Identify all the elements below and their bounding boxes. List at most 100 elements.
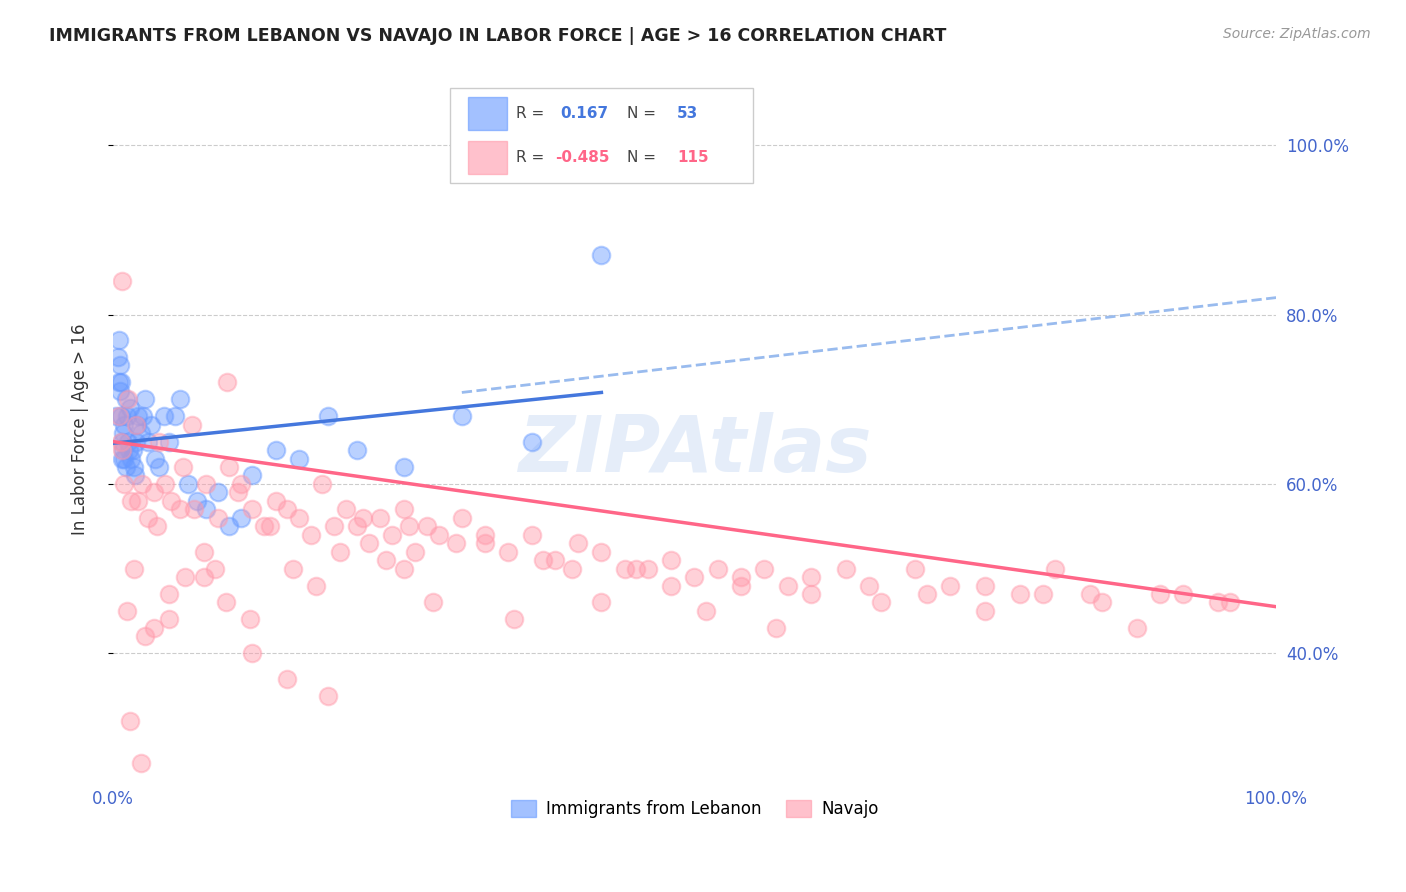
Point: [111, 443, 134, 458]
Point: [131, 477, 153, 491]
Point: [121, 493, 143, 508]
Point: [1043, 561, 1066, 575]
Point: [329, 544, 352, 558]
Point: [111, 451, 134, 466]
Point: [215, 376, 238, 390]
Point: [134, 629, 156, 643]
Point: [765, 621, 787, 635]
Text: 53: 53: [678, 106, 699, 121]
Point: [1010, 587, 1032, 601]
Point: [474, 527, 496, 541]
Point: [207, 485, 229, 500]
Point: [288, 451, 311, 466]
Point: [626, 561, 648, 575]
Point: [186, 493, 208, 508]
Text: ZIPAtlas: ZIPAtlas: [517, 412, 872, 488]
Point: [207, 510, 229, 524]
Point: [939, 578, 962, 592]
Point: [375, 553, 398, 567]
Point: [108, 384, 131, 398]
Point: [776, 578, 799, 592]
Point: [346, 519, 368, 533]
Point: [706, 561, 728, 575]
Point: [110, 376, 132, 390]
Point: [141, 417, 163, 432]
Point: [194, 477, 217, 491]
Point: [637, 561, 659, 575]
Text: 115: 115: [678, 150, 709, 165]
Point: [695, 604, 717, 618]
Point: [114, 460, 136, 475]
Point: [259, 519, 281, 533]
Point: [416, 519, 439, 533]
Point: [172, 460, 194, 475]
Point: [450, 409, 472, 424]
Point: [915, 587, 938, 601]
Y-axis label: In Labor Force | Age > 16: In Labor Force | Age > 16: [72, 323, 89, 534]
Point: [111, 274, 134, 288]
Point: [730, 570, 752, 584]
Point: [132, 409, 155, 424]
Point: [108, 359, 131, 373]
Point: [1125, 621, 1147, 635]
Point: [1078, 587, 1101, 601]
Point: [1171, 587, 1194, 601]
Point: [148, 460, 170, 475]
Point: [398, 519, 420, 533]
Point: [228, 485, 250, 500]
FancyBboxPatch shape: [468, 97, 508, 129]
Point: [370, 510, 392, 524]
Point: [392, 502, 415, 516]
Point: [218, 460, 240, 475]
Point: [392, 561, 415, 575]
Point: [531, 553, 554, 567]
Text: IMMIGRANTS FROM LEBANON VS NAVAJO IN LABOR FORCE | AGE > 16 CORRELATION CHART: IMMIGRANTS FROM LEBANON VS NAVAJO IN LAB…: [49, 27, 946, 45]
Point: [153, 409, 176, 424]
Point: [136, 434, 159, 449]
Point: [117, 392, 139, 407]
Point: [264, 493, 287, 508]
Legend: Immigrants from Lebanon, Navajo: Immigrants from Lebanon, Navajo: [503, 793, 886, 825]
Point: [800, 587, 823, 601]
Point: [117, 434, 139, 449]
Point: [352, 510, 374, 524]
Point: [567, 536, 589, 550]
Point: [1219, 595, 1241, 609]
Text: N =: N =: [627, 150, 661, 165]
Point: [124, 468, 146, 483]
Point: [974, 604, 997, 618]
Point: [127, 417, 149, 432]
Point: [204, 561, 226, 575]
Point: [157, 434, 180, 449]
Point: [346, 443, 368, 458]
Point: [122, 561, 145, 575]
Point: [1091, 595, 1114, 609]
Point: [754, 561, 776, 575]
Point: [127, 409, 149, 424]
Point: [121, 443, 143, 458]
Point: [120, 714, 142, 728]
Point: [357, 536, 380, 550]
Point: [129, 426, 152, 441]
Point: [107, 333, 129, 347]
Point: [381, 527, 404, 541]
Point: [591, 595, 613, 609]
Point: [311, 477, 333, 491]
Point: [404, 544, 426, 558]
Point: [1149, 587, 1171, 601]
Point: [242, 646, 264, 660]
Point: [659, 553, 682, 567]
Point: [115, 604, 138, 618]
Point: [242, 468, 264, 483]
Point: [544, 553, 567, 567]
Point: [299, 527, 322, 541]
Point: [163, 409, 186, 424]
Text: N =: N =: [627, 106, 661, 121]
Point: [503, 612, 526, 626]
Point: [143, 451, 166, 466]
Point: [118, 443, 141, 458]
Point: [115, 409, 138, 424]
Point: [107, 350, 129, 364]
Point: [142, 621, 165, 635]
Point: [146, 519, 169, 533]
